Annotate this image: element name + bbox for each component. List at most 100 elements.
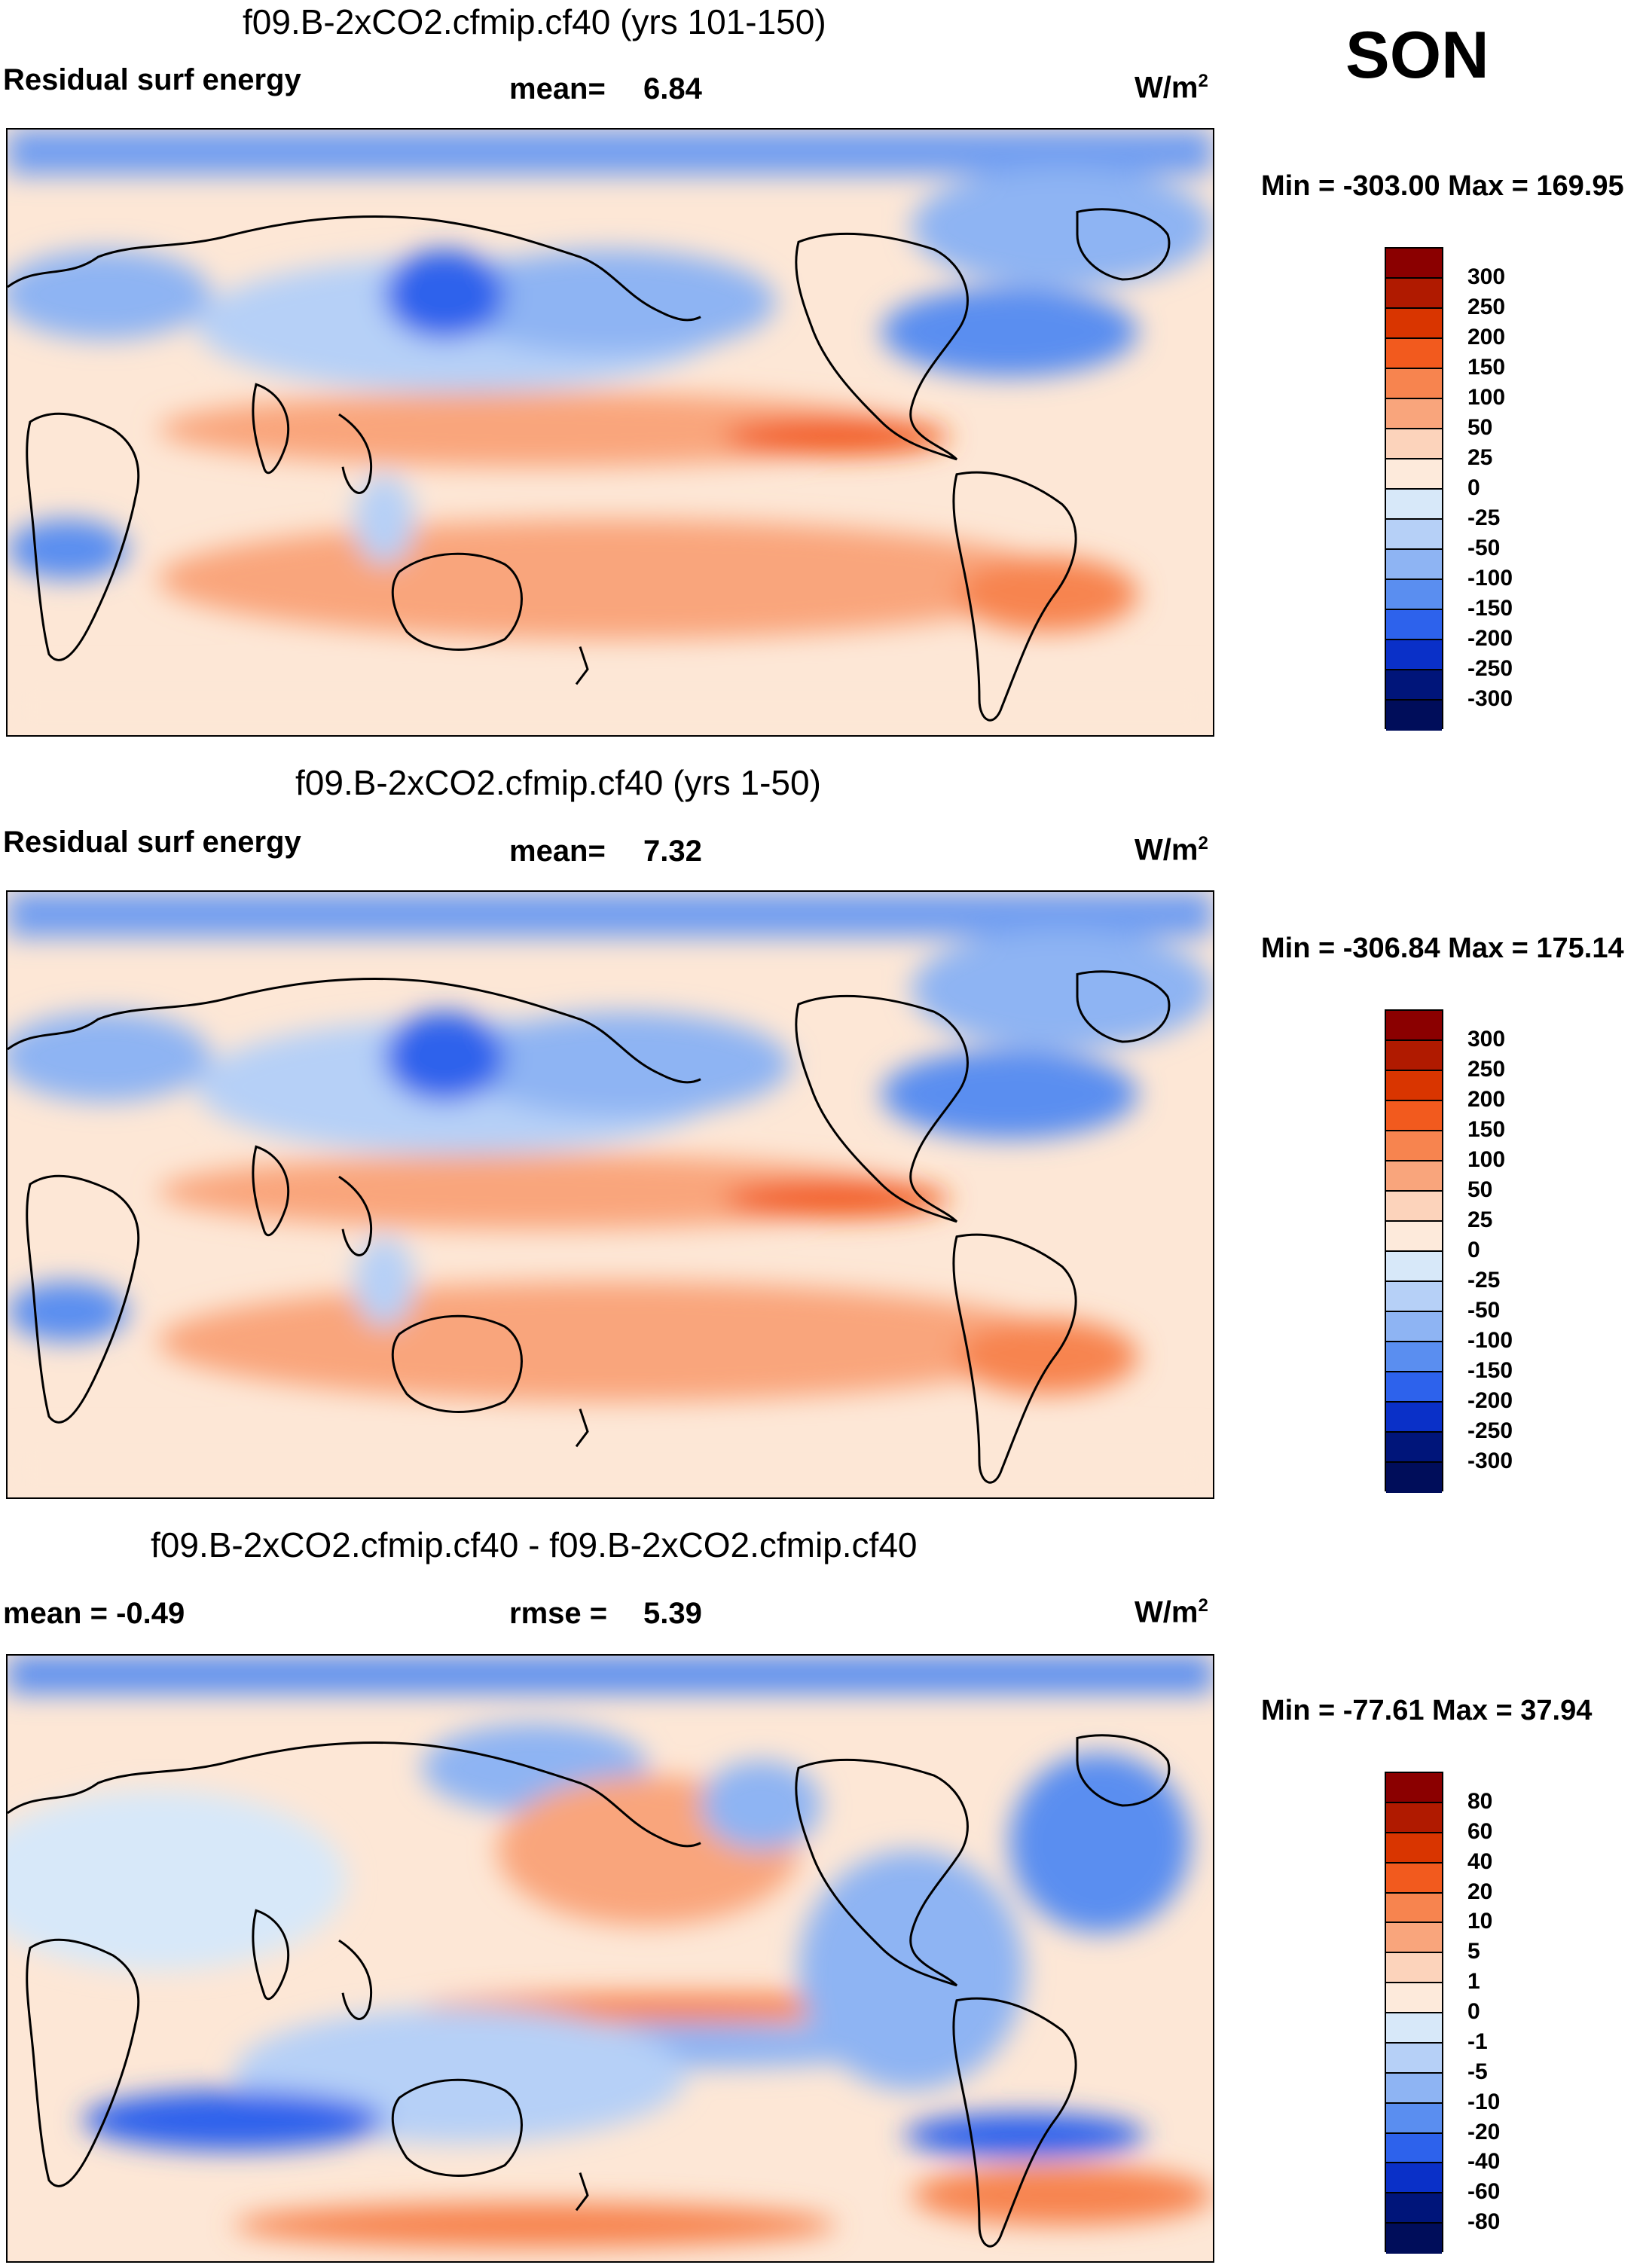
colorbar-tick-label: 10 <box>1467 1909 1493 1934</box>
colorbar-tick-label: 150 <box>1467 355 1506 380</box>
panel-3-map <box>6 1654 1214 2263</box>
panel-2-map <box>6 890 1214 1499</box>
colorbar-swatch <box>1386 1953 1442 1984</box>
colorbar-tick-label: -50 <box>1467 1298 1501 1323</box>
panel-3-left-label: mean = -0.49 <box>3 1597 185 1630</box>
colorbar-tick-label: -100 <box>1467 566 1513 591</box>
panel-2-mean-value: 7.32 <box>643 835 702 868</box>
colorbar-tick-label: 300 <box>1467 1027 1506 1052</box>
colorbar-swatch <box>1386 1192 1442 1222</box>
panel-1-map <box>6 128 1214 737</box>
colorbar-swatch <box>1386 1161 1442 1192</box>
colorbar-swatch <box>1386 1041 1442 1071</box>
colorbar-swatch <box>1386 701 1442 731</box>
colorbar-swatch <box>1386 1403 1442 1433</box>
colorbar-swatch <box>1386 1833 1442 1864</box>
panel-2-title: f09.B-2xCO2.cfmip.cf40 (yrs 1-50) <box>295 763 821 802</box>
colorbar-tick-label: 20 <box>1467 1879 1493 1904</box>
panel-1-units: W/m2 <box>1135 71 1208 105</box>
colorbar-tick-label: -40 <box>1467 2149 1501 2175</box>
colorbar-tick-label: 100 <box>1467 1147 1506 1172</box>
colorbar-swatch <box>1386 2013 1442 2044</box>
colorbar-swatch <box>1386 1312 1442 1342</box>
colorbar-tick-label: 80 <box>1467 1788 1493 1814</box>
colorbar-tick-label: -200 <box>1467 626 1513 651</box>
colorbar-swatch <box>1386 1222 1442 1252</box>
panel-1-mean-value: 6.84 <box>643 72 702 105</box>
colorbar-swatch <box>1386 1773 1442 1803</box>
colorbar-swatch <box>1386 1372 1442 1403</box>
colorbar-tick-label: 150 <box>1467 1117 1506 1142</box>
colorbar-tick-label: -50 <box>1467 536 1501 560</box>
colorbar-tick-label: -1 <box>1467 2028 1488 2054</box>
colorbar-swatch <box>1386 2224 1442 2254</box>
colorbar-swatch <box>1386 1011 1442 1041</box>
colorbar-swatch <box>1386 610 1442 640</box>
panel-3-rmse-label: rmse = <box>509 1597 608 1630</box>
colorbar-tick-label: 25 <box>1467 445 1493 470</box>
colorbar-tick-label: -25 <box>1467 505 1501 530</box>
colorbar-tick-label: -60 <box>1467 2179 1501 2205</box>
colorbar-tick-label: 60 <box>1467 1818 1493 1844</box>
colorbar-swatch <box>1386 309 1442 339</box>
colorbar-tick-label: 1 <box>1467 1969 1480 1995</box>
colorbar-tick-label: -100 <box>1467 1328 1513 1353</box>
colorbar-swatch <box>1386 249 1442 279</box>
season-label: SON <box>1345 17 1489 92</box>
colorbar-tick-label: 25 <box>1467 1207 1493 1232</box>
colorbar-tick-label: 0 <box>1467 1238 1480 1262</box>
colorbar-swatch <box>1386 670 1442 701</box>
colorbar-tick-label: 5 <box>1467 1939 1480 1964</box>
colorbar-tick-label: 50 <box>1467 1177 1493 1202</box>
colorbar-swatch <box>1386 1433 1442 1463</box>
panel-2-units: W/m2 <box>1135 833 1208 867</box>
panel-1-minmax: Min = -303.00 Max = 169.95 <box>1261 170 1624 202</box>
panel-1-left-label: Residual surf energy <box>3 63 301 96</box>
colorbar-swatch <box>1386 1802 1442 1833</box>
colorbar-swatch <box>1386 1282 1442 1312</box>
panel-3-title: f09.B-2xCO2.cfmip.cf40 - f09.B-2xCO2.cfm… <box>151 1525 918 1564</box>
colorbar-swatch <box>1386 1252 1442 1282</box>
colorbar-tick-label: 300 <box>1467 264 1506 289</box>
panel-2-minmax: Min = -306.84 Max = 175.14 <box>1261 933 1624 964</box>
colorbar-tick-label: -150 <box>1467 1358 1513 1383</box>
colorbar-tick-label: -300 <box>1467 1448 1513 1473</box>
colorbar-tick-label: -80 <box>1467 2209 1501 2235</box>
colorbar-swatch <box>1386 1923 1442 1954</box>
colorbar-swatch <box>1386 2043 1442 2074</box>
colorbar-tick-label: -150 <box>1467 596 1513 621</box>
colorbar-tick-label: 50 <box>1467 415 1493 440</box>
colorbar-swatch <box>1386 279 1442 309</box>
colorbar-tick-label: 100 <box>1467 385 1506 410</box>
colorbar-swatch <box>1386 1893 1442 1924</box>
colorbar-swatch <box>1386 399 1442 429</box>
colorbar-swatch <box>1386 550 1442 580</box>
colorbar-swatch <box>1386 2193 1442 2224</box>
panel-3-map-svg <box>8 1656 1213 2261</box>
colorbar-swatch <box>1386 1131 1442 1161</box>
colorbar-swatch <box>1386 1101 1442 1131</box>
colorbar-tick-label: -10 <box>1467 2089 1501 2114</box>
colorbar-swatch <box>1386 1071 1442 1101</box>
colorbar-tick-label: 250 <box>1467 295 1506 319</box>
colorbar-tick-label: 0 <box>1467 1999 1480 2024</box>
panel-2-left-label: Residual surf energy <box>3 826 301 859</box>
panel-1-title: f09.B-2xCO2.cfmip.cf40 (yrs 101-150) <box>243 2 826 41</box>
panel-2-colorbar <box>1385 1009 1443 1493</box>
panel-1-colorbar <box>1385 247 1443 731</box>
panel-1-mean-label: mean= <box>509 72 606 105</box>
colorbar-swatch <box>1386 339 1442 369</box>
colorbar-swatch <box>1386 369 1442 399</box>
colorbar-tick-label: -250 <box>1467 656 1513 681</box>
colorbar-swatch <box>1386 490 1442 520</box>
panel-3-units: W/m2 <box>1135 1595 1208 1629</box>
colorbar-tick-label: -5 <box>1467 2059 1488 2084</box>
colorbar-swatch <box>1386 1463 1442 1493</box>
colorbar-tick-label: -25 <box>1467 1268 1501 1293</box>
panel-3-colorbar <box>1385 1772 1443 2254</box>
colorbar-swatch <box>1386 1342 1442 1372</box>
colorbar-swatch <box>1386 459 1442 490</box>
colorbar-swatch <box>1386 1863 1442 1894</box>
colorbar-tick-label: 200 <box>1467 325 1506 350</box>
panel-2-mean-label: mean= <box>509 835 606 868</box>
